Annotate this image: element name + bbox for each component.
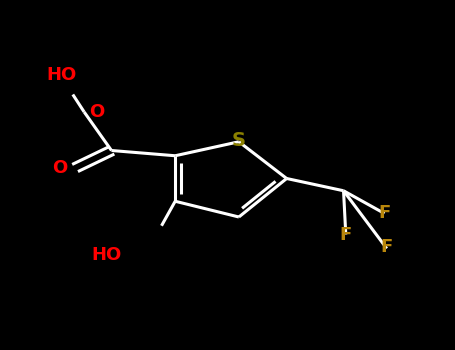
Text: F: F <box>340 225 352 244</box>
Text: HO: HO <box>46 66 76 84</box>
Text: O: O <box>89 103 104 121</box>
Text: F: F <box>379 204 390 223</box>
Text: O: O <box>51 159 67 177</box>
Text: HO: HO <box>92 246 122 265</box>
Text: F: F <box>381 238 393 256</box>
Text: S: S <box>232 131 246 149</box>
